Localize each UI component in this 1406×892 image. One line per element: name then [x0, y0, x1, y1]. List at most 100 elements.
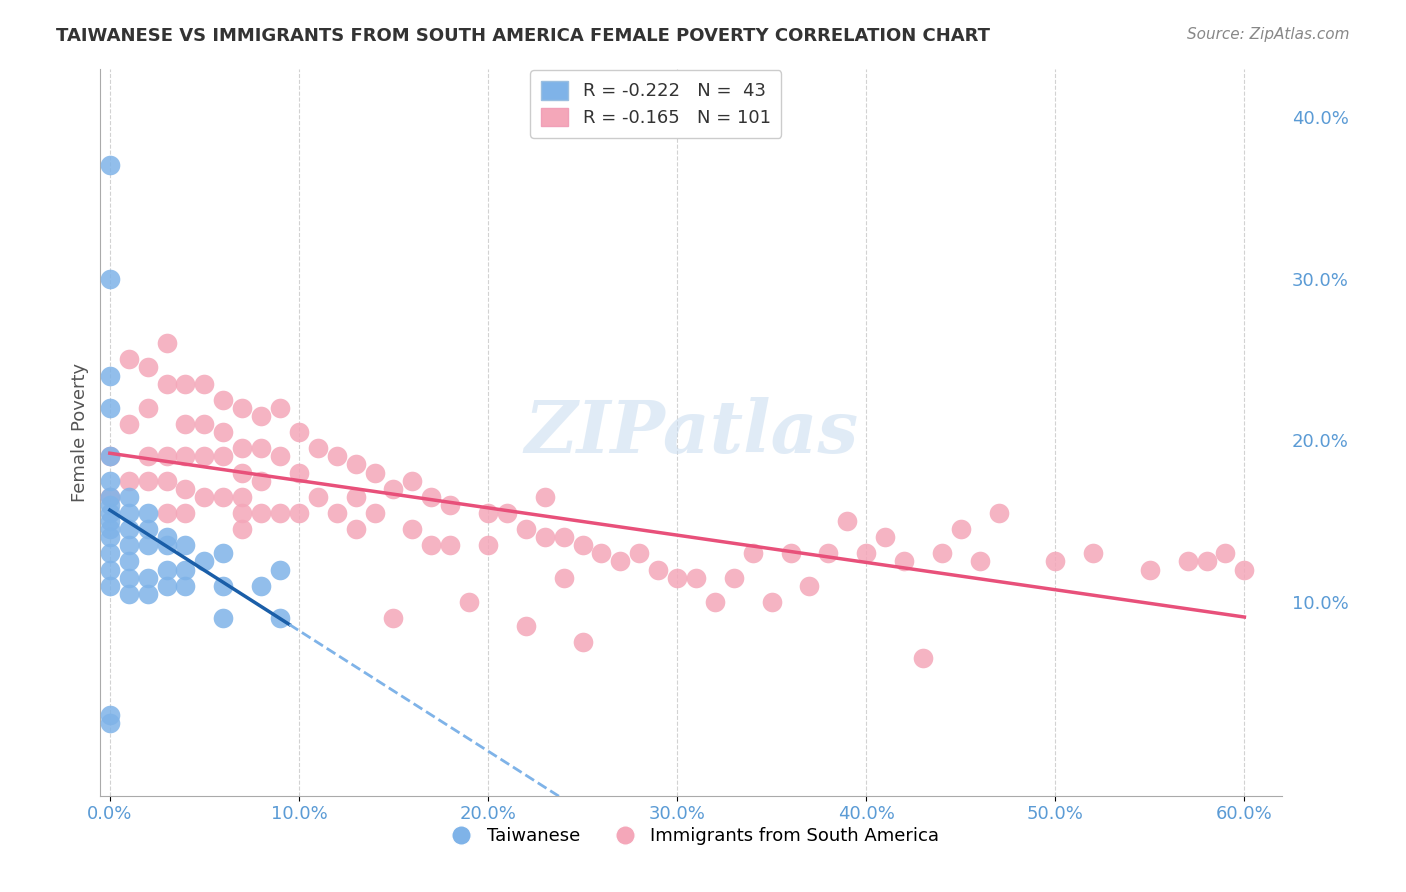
Point — [98, 490, 121, 504]
Text: ZIPatlas: ZIPatlas — [524, 397, 858, 467]
Point — [269, 450, 291, 464]
Point — [269, 506, 291, 520]
Point — [628, 546, 651, 560]
Point — [118, 571, 141, 585]
Point — [98, 159, 121, 173]
Point — [231, 401, 253, 415]
Point — [212, 392, 235, 407]
Point — [98, 271, 121, 285]
Legend: R = -0.222   N =  43, R = -0.165   N = 101: R = -0.222 N = 43, R = -0.165 N = 101 — [530, 70, 782, 138]
Point — [363, 466, 385, 480]
Point — [363, 506, 385, 520]
Point — [458, 595, 481, 609]
Point — [98, 450, 121, 464]
Point — [571, 635, 593, 649]
Point — [118, 506, 141, 520]
Point — [98, 506, 121, 520]
Point — [1177, 554, 1199, 568]
Point — [231, 506, 253, 520]
Point — [477, 506, 499, 520]
Point — [288, 466, 311, 480]
Point — [553, 571, 575, 585]
Point — [118, 490, 141, 504]
Point — [174, 376, 197, 391]
Point — [174, 506, 197, 520]
Point — [949, 522, 972, 536]
Point — [193, 376, 215, 391]
Point — [98, 562, 121, 576]
Point — [174, 482, 197, 496]
Point — [496, 506, 519, 520]
Point — [136, 587, 159, 601]
Point — [269, 611, 291, 625]
Point — [193, 490, 215, 504]
Point — [439, 498, 461, 512]
Point — [533, 530, 555, 544]
Point — [666, 571, 689, 585]
Point — [344, 522, 367, 536]
Point — [98, 368, 121, 383]
Point — [118, 522, 141, 536]
Point — [231, 466, 253, 480]
Point — [741, 546, 763, 560]
Point — [591, 546, 613, 560]
Point — [193, 450, 215, 464]
Point — [307, 490, 329, 504]
Point — [118, 352, 141, 367]
Point — [1045, 554, 1067, 568]
Point — [98, 522, 121, 536]
Point — [155, 336, 177, 351]
Point — [118, 538, 141, 552]
Point — [155, 450, 177, 464]
Point — [401, 474, 423, 488]
Point — [136, 401, 159, 415]
Point — [288, 506, 311, 520]
Point — [155, 376, 177, 391]
Point — [212, 611, 235, 625]
Point — [98, 490, 121, 504]
Point — [723, 571, 745, 585]
Point — [799, 579, 821, 593]
Point — [136, 538, 159, 552]
Point — [155, 530, 177, 544]
Point — [1139, 562, 1161, 576]
Point — [155, 474, 177, 488]
Point — [325, 450, 347, 464]
Point — [136, 474, 159, 488]
Text: TAIWANESE VS IMMIGRANTS FROM SOUTH AMERICA FEMALE POVERTY CORRELATION CHART: TAIWANESE VS IMMIGRANTS FROM SOUTH AMERI… — [56, 27, 990, 45]
Point — [98, 530, 121, 544]
Point — [118, 587, 141, 601]
Point — [231, 490, 253, 504]
Point — [875, 530, 897, 544]
Point — [1233, 562, 1256, 576]
Point — [155, 506, 177, 520]
Point — [761, 595, 783, 609]
Point — [515, 522, 537, 536]
Point — [118, 554, 141, 568]
Point — [155, 562, 177, 576]
Point — [703, 595, 725, 609]
Point — [231, 442, 253, 456]
Point — [250, 579, 273, 593]
Point — [212, 450, 235, 464]
Point — [136, 522, 159, 536]
Point — [231, 522, 253, 536]
Point — [515, 619, 537, 633]
Point — [837, 514, 859, 528]
Point — [420, 490, 443, 504]
Point — [212, 490, 235, 504]
Point — [855, 546, 877, 560]
Point — [155, 538, 177, 552]
Point — [98, 579, 121, 593]
Point — [174, 579, 197, 593]
Point — [401, 522, 423, 536]
Point — [647, 562, 669, 576]
Point — [325, 506, 347, 520]
Point — [553, 530, 575, 544]
Point — [250, 506, 273, 520]
Point — [174, 450, 197, 464]
Point — [533, 490, 555, 504]
Point — [609, 554, 631, 568]
Point — [288, 425, 311, 439]
Point — [1195, 554, 1218, 568]
